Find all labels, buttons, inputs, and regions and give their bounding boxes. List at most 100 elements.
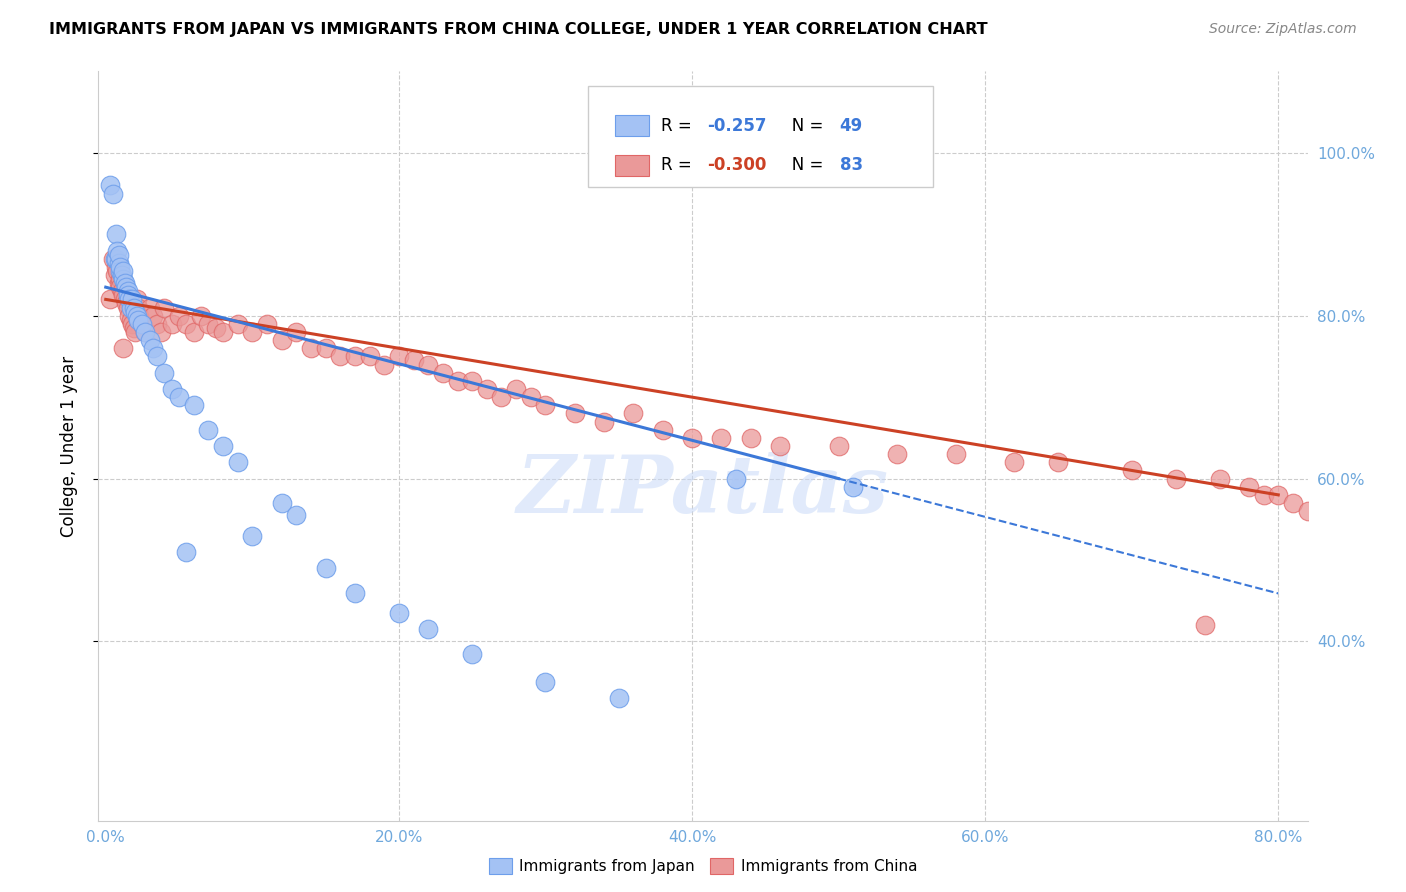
Point [343, 350, 366, 364]
Point [125, 293, 148, 307]
Text: Source: ZipAtlas.com: Source: ZipAtlas.com [1209, 22, 1357, 37]
Point [131, 317, 153, 331]
Point [740, 431, 762, 445]
Point [343, 585, 366, 599]
Point [120, 312, 142, 326]
Point [270, 496, 292, 510]
Point [112, 341, 135, 355]
Point [110, 260, 132, 274]
Point [176, 545, 198, 559]
Point [108, 247, 131, 261]
Point [108, 276, 131, 290]
Text: IMMIGRANTS FROM JAPAN VS IMMIGRANTS FROM CHINA COLLEGE, UNDER 1 YEAR CORRELATION: IMMIGRANTS FROM JAPAN VS IMMIGRANTS FROM… [49, 22, 988, 37]
Point [564, 406, 586, 420]
Point [1164, 472, 1187, 486]
Point [105, 252, 128, 266]
Point [110, 264, 132, 278]
Text: R =: R = [661, 156, 697, 174]
Point [105, 260, 128, 274]
FancyBboxPatch shape [614, 115, 648, 136]
Text: -0.300: -0.300 [707, 156, 766, 174]
Text: 83: 83 [839, 156, 863, 174]
Point [111, 268, 134, 282]
Point [240, 325, 263, 339]
Point [373, 358, 395, 372]
Text: ZIPatlas: ZIPatlas [517, 452, 889, 530]
Point [388, 606, 411, 620]
Text: 49: 49 [839, 117, 863, 135]
Point [226, 455, 249, 469]
Point [98, 178, 121, 193]
Point [204, 321, 226, 335]
Point [121, 317, 143, 331]
Point [146, 350, 169, 364]
Point [112, 288, 135, 302]
Point [520, 390, 543, 404]
Point [117, 285, 139, 299]
Legend: Immigrants from Japan, Immigrants from China: Immigrants from Japan, Immigrants from C… [482, 852, 924, 880]
Point [153, 301, 176, 315]
Point [122, 321, 145, 335]
Point [101, 186, 124, 201]
Point [120, 301, 142, 315]
Point [285, 325, 308, 339]
Point [827, 439, 849, 453]
Point [103, 268, 125, 282]
Point [475, 382, 498, 396]
Point [110, 272, 132, 286]
Point [432, 366, 454, 380]
Point [1121, 463, 1143, 477]
Point [125, 309, 148, 323]
Point [212, 439, 235, 453]
Point [329, 350, 352, 364]
Point [142, 309, 165, 323]
Point [131, 317, 153, 331]
FancyBboxPatch shape [614, 155, 648, 176]
Point [724, 472, 747, 486]
Point [418, 622, 440, 636]
Point [101, 252, 124, 266]
Point [359, 350, 381, 364]
Point [98, 293, 121, 307]
Point [118, 309, 141, 323]
Text: R =: R = [661, 117, 697, 135]
Point [769, 439, 792, 453]
Point [122, 301, 145, 315]
Point [418, 358, 440, 372]
Point [1004, 455, 1026, 469]
Point [105, 227, 128, 242]
Point [945, 447, 967, 461]
Point [1047, 455, 1070, 469]
Point [593, 415, 616, 429]
Point [621, 406, 644, 420]
Point [226, 317, 249, 331]
Point [118, 293, 141, 307]
Point [1282, 496, 1305, 510]
Point [114, 293, 136, 307]
Point [117, 301, 139, 315]
Point [183, 325, 205, 339]
Point [315, 561, 337, 575]
Point [315, 341, 337, 355]
Point [111, 285, 134, 299]
Point [142, 341, 165, 355]
Point [167, 390, 190, 404]
Point [461, 647, 484, 661]
Point [299, 341, 322, 355]
Point [651, 423, 673, 437]
Point [270, 333, 292, 347]
Point [446, 374, 468, 388]
Point [138, 301, 160, 315]
Point [710, 431, 733, 445]
Y-axis label: College, Under 1 year: College, Under 1 year [59, 355, 77, 537]
Point [176, 317, 198, 331]
Point [1326, 610, 1348, 624]
FancyBboxPatch shape [588, 87, 932, 187]
Point [128, 309, 150, 323]
Point [112, 272, 135, 286]
Point [114, 276, 136, 290]
Point [491, 390, 513, 404]
Point [505, 382, 527, 396]
Point [256, 317, 278, 331]
Point [534, 675, 557, 690]
